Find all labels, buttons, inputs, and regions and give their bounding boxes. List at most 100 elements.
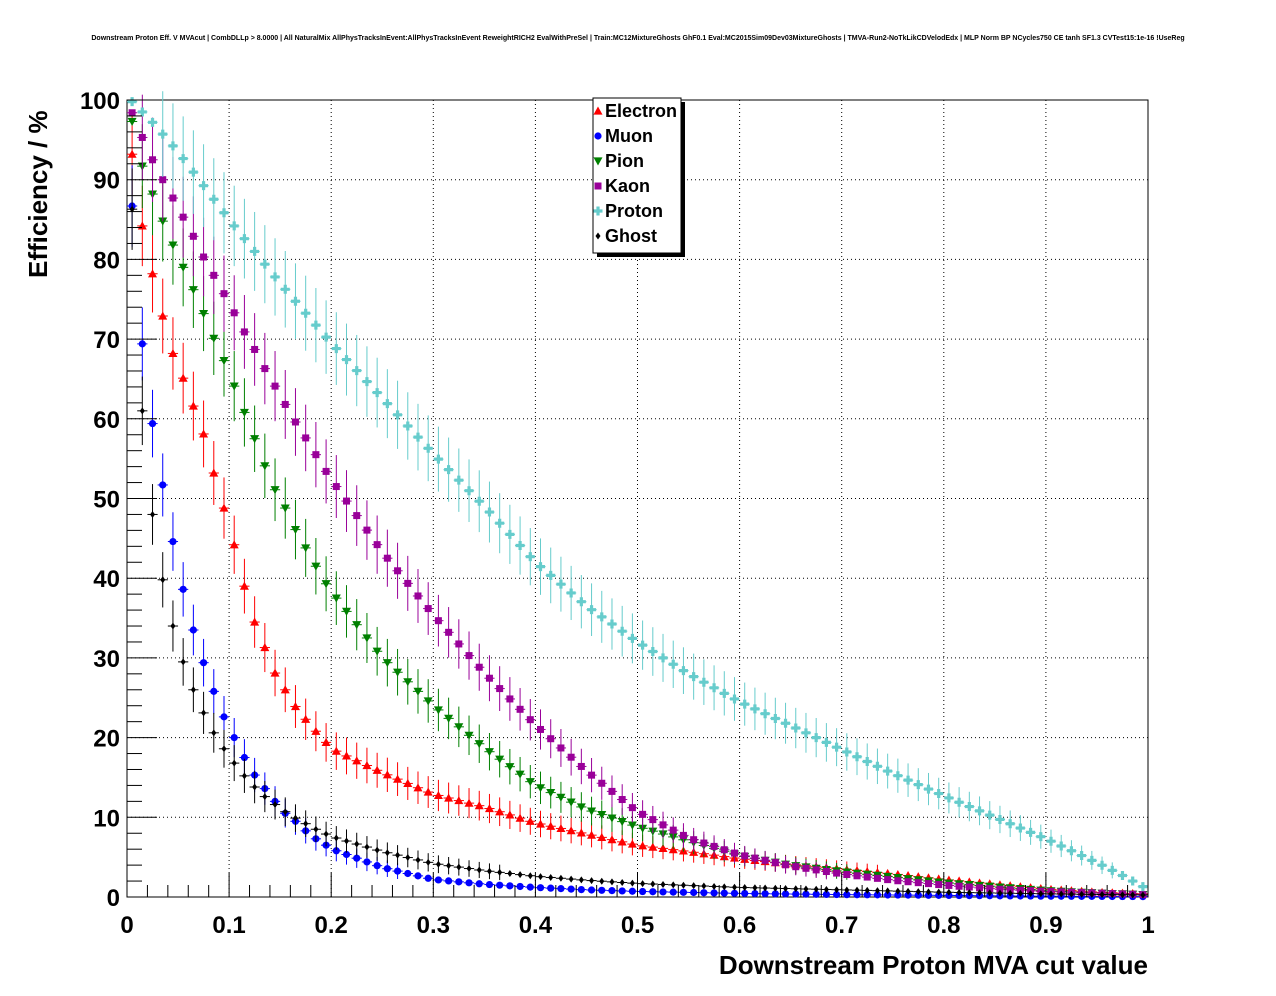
data-point-electron [290, 702, 300, 711]
legend-label-kaon: Kaon [605, 176, 650, 196]
data-point-ghost [262, 793, 268, 801]
data-point-muon [393, 867, 402, 875]
data-point-electron [536, 819, 546, 828]
data-point-ghost [640, 880, 646, 888]
data-point-kaon [802, 864, 810, 872]
data-point-electron [495, 807, 505, 816]
data-point-muon [863, 891, 871, 899]
data-point-kaon [159, 176, 167, 184]
data-point-pion [393, 668, 403, 677]
data-point-electron [188, 401, 198, 410]
data-point-proton [148, 117, 158, 127]
data-point-ghost [1028, 890, 1034, 898]
data-point-ghost [966, 889, 972, 897]
data-point-proton [648, 647, 658, 657]
data-point-kaon [608, 787, 616, 795]
data-point-kaon [322, 467, 330, 475]
data-point-ghost [731, 883, 737, 891]
data-point-electron [576, 828, 586, 837]
data-point-kaon [955, 882, 963, 890]
data-point-proton [1097, 860, 1107, 870]
data-point-muon [812, 890, 820, 898]
legend: Electron Muon Pion Kaon Proton Ghost [592, 97, 685, 257]
data-point-proton [464, 486, 474, 496]
data-point-ghost [762, 884, 768, 892]
data-point-ghost [905, 887, 911, 895]
data-point-proton [1015, 823, 1025, 833]
data-point-muon [363, 858, 371, 866]
data-point-proton [515, 541, 525, 551]
y-tick-label: 60 [93, 407, 120, 434]
y-tick-label: 0 [107, 885, 120, 912]
data-point-ghost [977, 889, 983, 897]
data-point-ghost [721, 883, 727, 891]
data-point-kaon [240, 328, 248, 336]
data-point-ghost [272, 801, 278, 809]
data-point-kaon [271, 382, 279, 390]
data-point-kaon [730, 849, 738, 857]
data-point-pion [372, 647, 382, 656]
data-point-electron [464, 798, 474, 807]
legend-label-electron: Electron [605, 101, 677, 121]
data-point-pion [515, 770, 525, 779]
data-point-ghost [282, 808, 288, 816]
x-tick-label: 0.2 [315, 912, 348, 939]
data-point-electron [178, 373, 188, 382]
data-point-pion [362, 634, 372, 643]
data-point-kaon [577, 762, 585, 770]
y-tick-label: 90 [93, 168, 120, 195]
data-point-kaon [496, 685, 504, 693]
data-point-ghost [864, 886, 870, 894]
data-point-pion [331, 594, 341, 603]
data-point-ghost [497, 868, 503, 876]
data-point-ghost [691, 882, 697, 890]
data-point-kaon [690, 836, 698, 844]
data-point-pion [566, 798, 576, 807]
data-point-proton [678, 666, 688, 676]
data-point-kaon [302, 434, 310, 442]
data-point-electron [219, 503, 229, 512]
data-point-kaon [935, 881, 943, 889]
data-point-kaon [138, 133, 146, 141]
data-point-kaon [843, 871, 851, 879]
data-point-kaon [251, 345, 259, 353]
data-point-pion [260, 462, 270, 471]
data-point-kaon [873, 874, 881, 882]
x-tick-label: 0.5 [621, 912, 654, 939]
x-axis-ticks: 0 0.1 0.2 0.3 0.4 0.5 0.6 0.7 0.8 0.9 1 [120, 873, 1155, 939]
data-point-kaon [976, 884, 984, 892]
data-point-proton [260, 259, 270, 269]
data-point-muon [873, 891, 882, 899]
data-point-proton [995, 814, 1005, 824]
data-point-kaon [424, 605, 432, 613]
data-point-ghost [680, 881, 686, 889]
data-point-proton [280, 284, 290, 294]
data-point-kaon [169, 194, 177, 202]
data-point-ghost [793, 885, 799, 893]
data-point-muon [455, 878, 463, 886]
data-point-proton [178, 154, 188, 164]
data-point-kaon [588, 771, 596, 779]
data-point-pion [576, 803, 586, 812]
data-point-pion [413, 687, 423, 696]
data-point-electron [250, 617, 260, 626]
data-point-electron [597, 832, 607, 841]
legend-marker-electron [593, 106, 603, 115]
data-point-proton [1046, 836, 1056, 846]
data-point-proton [127, 97, 137, 107]
data-point-electron [239, 581, 249, 590]
data-point-electron [270, 668, 280, 677]
data-point-pion [423, 697, 433, 706]
data-point-kaon [383, 554, 391, 562]
legend-label-ghost: Ghost [605, 226, 657, 246]
data-point-electron [260, 643, 270, 652]
data-point-muon [710, 889, 718, 897]
data-point-proton [985, 810, 995, 820]
data-point-pion [188, 286, 198, 295]
data-point-kaon [261, 365, 269, 373]
x-tick-label: 0.8 [927, 912, 960, 939]
data-point-kaon [822, 867, 830, 875]
data-point-proton [893, 771, 903, 781]
y-tick-label: 20 [93, 726, 120, 753]
data-point-ghost [190, 686, 196, 694]
